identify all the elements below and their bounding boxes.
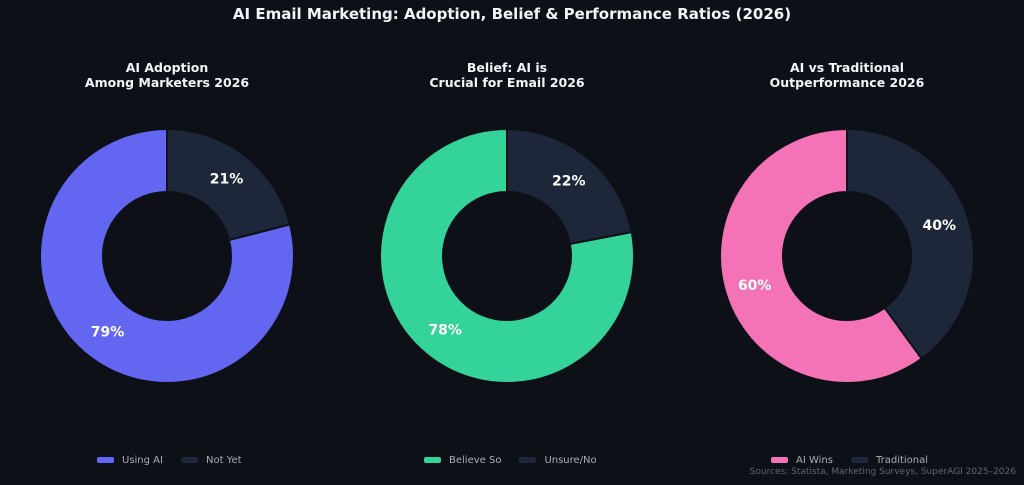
legend-label: Traditional (875, 454, 929, 466)
chart-title-ai-adoption: AI Adoption Among Marketers 2026 (37, 60, 297, 90)
legend-item-unsure-no: Unsure/No (519, 454, 597, 466)
legend-swatch (97, 457, 114, 463)
legend-item-using-ai: Using AI (97, 455, 163, 466)
slice-value-label: 79% (91, 325, 125, 341)
legend-belief: Believe So Unsure/No (424, 453, 615, 467)
legend-ai-adoption: Using AI Not Yet (97, 453, 260, 467)
chart-title-line-1: AI vs Traditional (789, 60, 905, 75)
chart-title-line-2: Outperformance 2026 (769, 75, 925, 90)
legend-item-ai-wins: AI Wins (771, 455, 833, 466)
donut-slice-unsure-no (506, 127, 633, 246)
donut-chart-3: 40% 60% (719, 127, 975, 384)
donut-chart-2: 22% 78% (379, 127, 635, 384)
donut-slice-traditional (846, 127, 975, 361)
chart-title-outperformance: AI vs Traditional Outperformance 2026 (717, 60, 977, 90)
legend-outperformance: AI Wins Traditional (771, 453, 946, 467)
legend-item-not-yet: Not Yet (180, 454, 242, 466)
legend-swatch (771, 457, 788, 463)
slice-value-label: 40% (923, 218, 957, 234)
chart-title-line-2: Crucial for Email 2026 (429, 75, 585, 90)
chart-title-line-1: AI Adoption (125, 60, 209, 75)
legend-label: Unsure/No (544, 454, 597, 466)
main-title: AI Email Marketing: Adoption, Belief & P… (232, 5, 792, 23)
legend-swatch (180, 457, 198, 463)
legend-label: Using AI (122, 454, 163, 466)
chart-title-line-2: Among Marketers 2026 (84, 75, 250, 90)
donut-slice-not-yet (166, 127, 292, 242)
legend-item-believe-so: Believe So (424, 455, 501, 466)
slice-value-label: 78% (428, 323, 462, 339)
donut-slice-believe-so (379, 127, 635, 384)
legend-item-traditional: Traditional (850, 454, 929, 466)
donut-chart-1: 21% 79% (39, 127, 295, 384)
source-note: Sources: Statista, Marketing Surveys, Su… (749, 467, 1016, 477)
slice-value-label: 22% (552, 173, 586, 189)
donut-slice-ai-wins (719, 127, 924, 384)
slice-value-label: 21% (210, 171, 244, 187)
legend-label: Believe So (449, 454, 502, 466)
chart-title-line-1: Belief: AI is (466, 60, 548, 75)
donut-slice-using-ai (39, 127, 295, 384)
chart-title-belief: Belief: AI is Crucial for Email 2026 (377, 60, 637, 90)
legend-swatch (519, 457, 537, 463)
legend-label: AI Wins (796, 454, 833, 466)
slice-value-label: 60% (738, 278, 772, 294)
legend-label: Not Yet (205, 454, 242, 466)
legend-swatch (850, 457, 868, 463)
legend-swatch (424, 457, 441, 463)
